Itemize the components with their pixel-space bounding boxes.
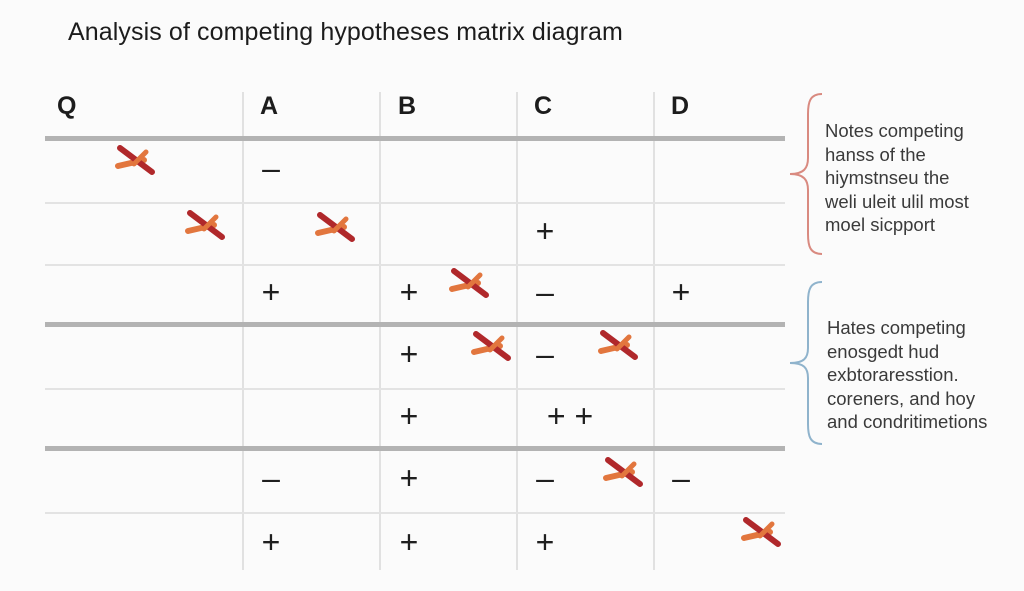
plus-symbol: + xyxy=(535,524,555,560)
note-line: hanss of the xyxy=(825,143,926,165)
plus-symbol: + xyxy=(399,524,419,560)
note-line: Notes competing xyxy=(825,120,964,141)
column-divider xyxy=(516,92,518,570)
plus-symbol: + xyxy=(261,524,281,560)
minus-symbol: – xyxy=(536,336,554,372)
left-brace-icon xyxy=(789,93,823,255)
note-line: weli uleit ulil most xyxy=(825,190,969,212)
minus-symbol: – xyxy=(262,150,280,186)
note-line: hiymstnseu the xyxy=(825,167,950,188)
group-rule xyxy=(45,446,785,451)
plus-symbol: + xyxy=(399,460,419,496)
crossed-out-mark-icon xyxy=(603,457,643,487)
note-line: enosgedt hud xyxy=(827,340,940,362)
crossed-out-mark-icon xyxy=(598,330,638,360)
note-line: moel sicpport xyxy=(825,214,936,235)
diagram-title: Analysis of competing hypotheses matrix … xyxy=(68,18,623,46)
crossed-out-mark-icon xyxy=(741,517,781,547)
note-line: Hates competing xyxy=(827,317,966,338)
plus-symbol: + xyxy=(671,274,691,310)
crossed-out-mark-icon xyxy=(315,212,355,242)
row-rule xyxy=(45,202,785,204)
column-header-c: C xyxy=(534,92,553,120)
minus-symbol: – xyxy=(262,460,280,496)
note-bottom: Hates competing enosgedt hud exbtoraress… xyxy=(827,316,987,434)
double-plus-symbol: + + xyxy=(546,398,594,434)
minus-symbol: – xyxy=(672,460,690,496)
column-divider xyxy=(653,92,655,570)
row-rule xyxy=(45,512,785,514)
note-line: and condritimetions xyxy=(827,411,988,432)
minus-symbol: – xyxy=(536,460,554,496)
plus-symbol: + xyxy=(535,213,555,249)
note-line: coreners, and hoy xyxy=(827,387,976,409)
group-rule xyxy=(45,322,785,327)
column-divider xyxy=(379,92,381,570)
minus-symbol: – xyxy=(536,274,554,310)
crossed-out-mark-icon xyxy=(185,210,225,240)
plus-symbol: + xyxy=(399,336,419,372)
crossed-out-mark-icon xyxy=(471,331,511,361)
crossed-out-mark-icon xyxy=(115,145,155,175)
left-brace-icon xyxy=(789,281,823,445)
note-top: Notes competing hanss of the hiymstnseu … xyxy=(825,119,969,237)
column-divider xyxy=(242,92,244,570)
crossed-out-mark-icon xyxy=(449,268,489,298)
header-rule xyxy=(45,136,785,141)
row-rule xyxy=(45,264,785,266)
column-header-a: A xyxy=(260,92,279,120)
column-header-b: B xyxy=(398,92,417,120)
plus-symbol: + xyxy=(261,274,281,310)
plus-symbol: + xyxy=(399,398,419,434)
row-rule xyxy=(45,388,785,390)
note-line: exbtoraresstion. xyxy=(827,364,959,385)
column-header-d: D xyxy=(671,92,690,120)
plus-symbol: + xyxy=(399,274,419,310)
column-header-q: Q xyxy=(57,92,77,120)
